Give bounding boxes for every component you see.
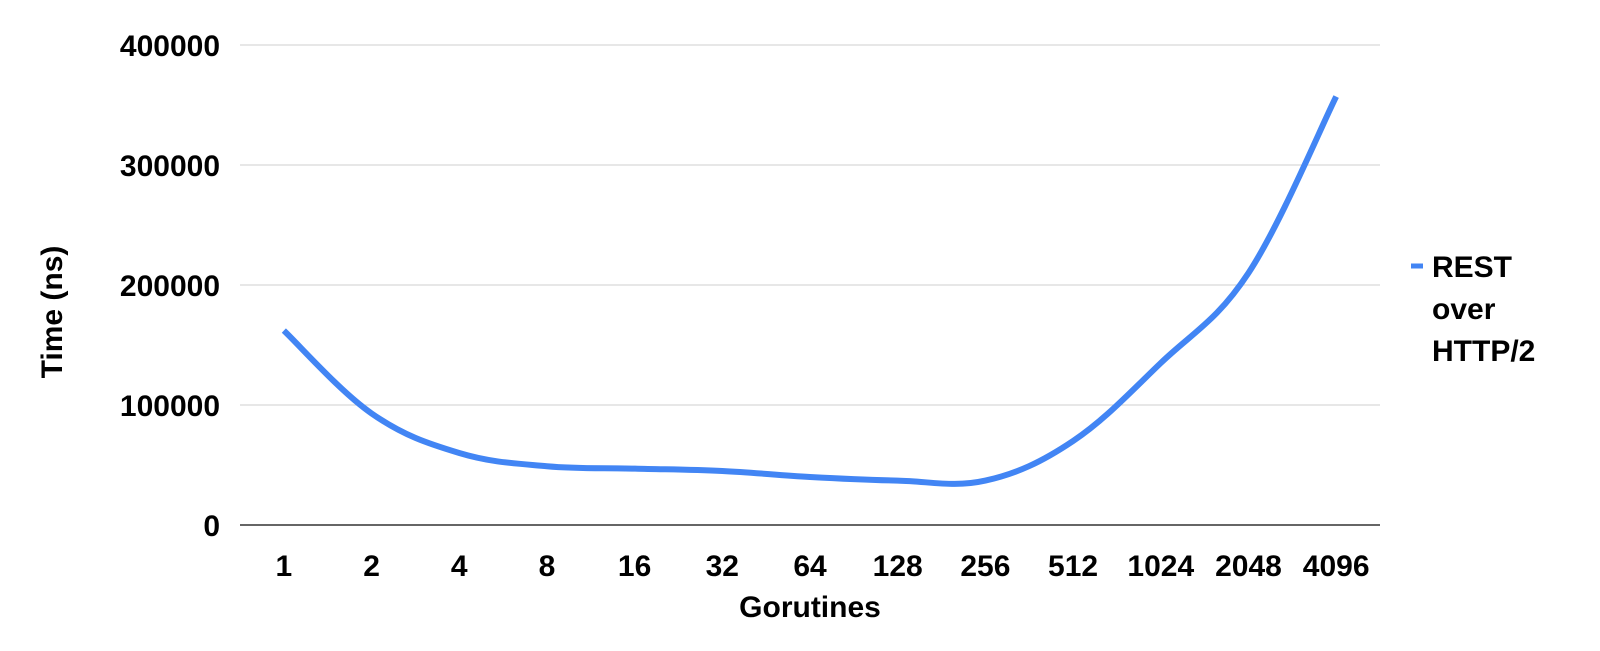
legend-label-line-2: over — [1432, 293, 1496, 326]
x-tick-label: 64 — [793, 550, 827, 583]
x-tick-label: 1 — [276, 550, 293, 583]
legend: REST over HTTP/2 — [1411, 251, 1535, 368]
x-tick-label: 16 — [618, 550, 651, 583]
legend-label-line-3: HTTP/2 — [1432, 335, 1535, 368]
legend-label-rest-over-http2: REST over HTTP/2 — [1432, 251, 1535, 368]
x-tick-label: 2 — [363, 550, 380, 583]
gridlines — [240, 45, 1380, 525]
y-axis-title: Time (ns) — [36, 246, 69, 379]
y-tick-label: 0 — [203, 510, 220, 543]
series-line-rest-over-http2 — [284, 97, 1336, 484]
x-tick-label: 128 — [873, 550, 923, 583]
y-tick-label: 400000 — [120, 30, 220, 63]
legend-label-line-1: REST — [1432, 251, 1512, 284]
x-tick-label: 4096 — [1303, 550, 1370, 583]
y-tick-label: 100000 — [120, 390, 220, 423]
x-axis-ticks: 1 2 4 8 16 32 64 128 256 512 1024 2048 4096 — [276, 550, 1370, 583]
x-tick-label: 8 — [539, 550, 556, 583]
x-tick-label: 4 — [451, 550, 468, 583]
y-tick-label: 200000 — [120, 270, 220, 303]
x-tick-label: 256 — [960, 550, 1010, 583]
series-lines — [284, 97, 1337, 484]
x-tick-label: 2048 — [1215, 550, 1282, 583]
x-tick-label: 1024 — [1127, 550, 1194, 583]
x-tick-label: 32 — [706, 550, 739, 583]
y-axis-ticks: 0 100000 200000 300000 400000 — [120, 30, 220, 543]
x-axis-title: Gorutines — [739, 591, 881, 624]
y-tick-label: 300000 — [120, 150, 220, 183]
x-tick-label: 512 — [1048, 550, 1098, 583]
